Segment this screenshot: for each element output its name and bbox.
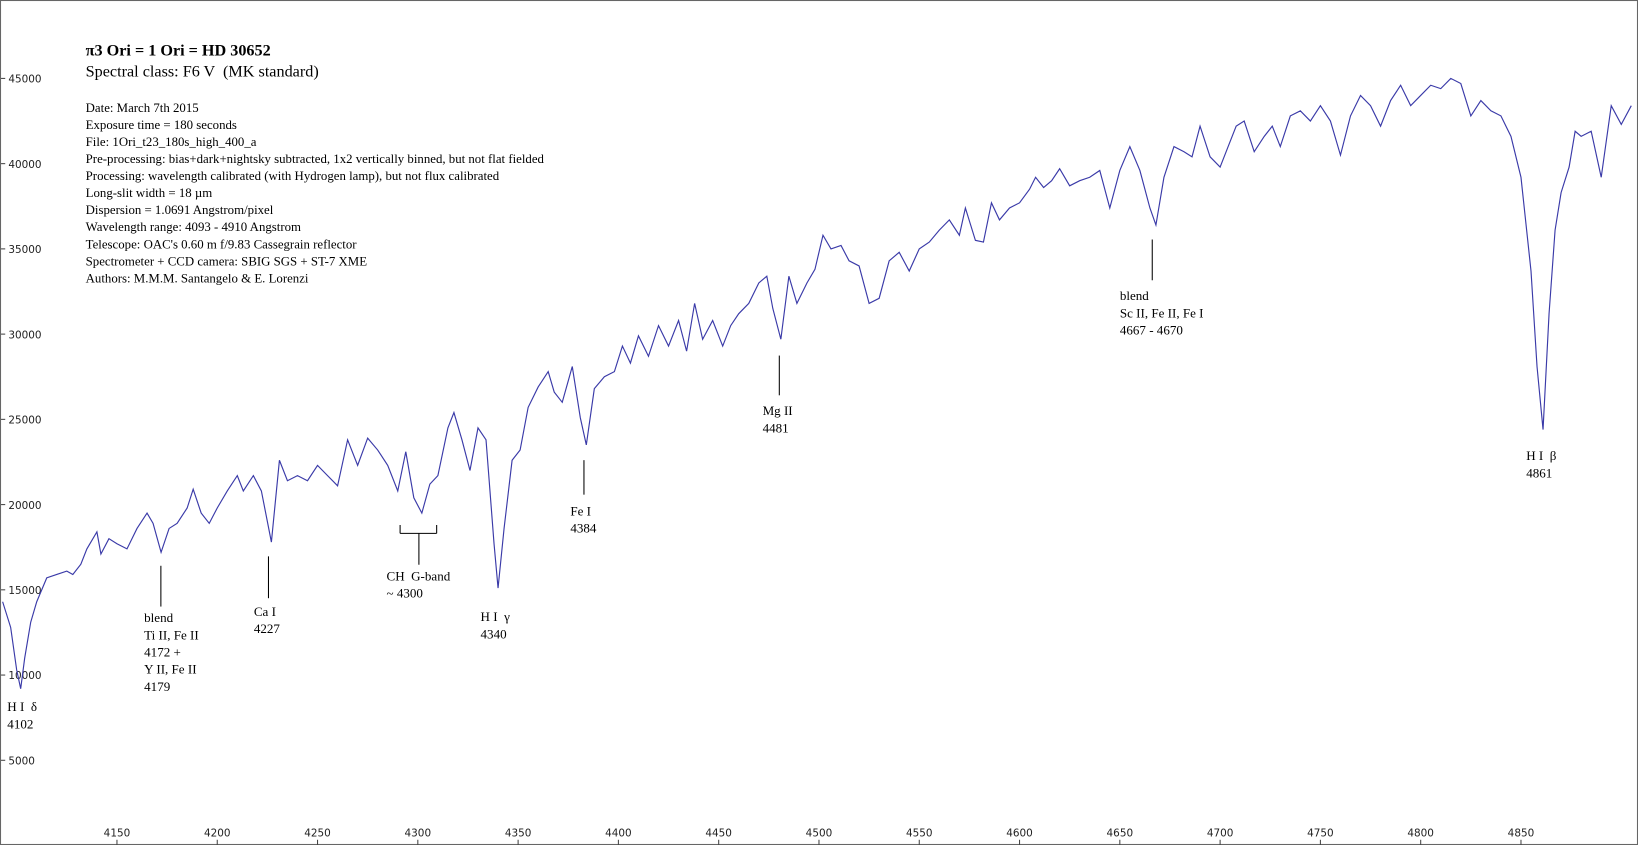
annotation: Ca I — [254, 604, 276, 619]
annotation: 4179 — [144, 679, 170, 694]
annotation: 4384 — [570, 521, 597, 536]
x-tick-label: 4750 — [1307, 828, 1334, 840]
x-tick-label: 4300 — [405, 828, 432, 840]
annotation: 4227 — [254, 621, 281, 636]
info-line: Exposure time = 180 seconds — [86, 118, 237, 132]
annotation: H I γ — [481, 609, 511, 624]
annotation: 4481 — [763, 420, 789, 435]
info-line: Spectrometer + CCD camera: SBIG SGS + ST… — [86, 254, 368, 268]
info-line: Long-slit width = 18 µm — [86, 186, 213, 200]
y-tick-label: 45000 — [8, 74, 41, 86]
annotation: blend — [144, 610, 173, 625]
y-tick-label: 15000 — [8, 585, 41, 597]
info-line: Dispersion = 1.0691 Angstrom/pixel — [86, 203, 274, 217]
info-line: Wavelength range: 4093 - 4910 Angstrom — [86, 220, 301, 234]
x-tick-label: 4250 — [304, 828, 331, 840]
x-tick-label: 4350 — [505, 828, 532, 840]
info-line: Authors: M.M.M. Santangelo & E. Lorenzi — [86, 271, 309, 285]
x-tick-label: 4450 — [705, 828, 732, 840]
info-line: Processing: wavelength calibrated (with … — [86, 169, 500, 183]
annotation: CH G-band — [387, 568, 451, 583]
x-tick-label: 4400 — [605, 828, 632, 840]
annotation: blend — [1120, 288, 1149, 303]
x-tick-label: 4800 — [1407, 828, 1434, 840]
info-line: Telescope: OAC's 0.60 m f/9.83 Cassegrai… — [86, 237, 358, 251]
info-line: Pre-processing: bias+dark+nightsky subtr… — [86, 152, 545, 166]
x-tick-label: 4150 — [104, 828, 131, 840]
x-tick-label: 4700 — [1207, 828, 1234, 840]
annotation: Fe I — [570, 504, 591, 519]
x-tick-label: 4650 — [1107, 828, 1134, 840]
annotation: 4340 — [481, 626, 508, 641]
annotation: 4667 - 4670 — [1120, 322, 1183, 337]
annotation: 4102 — [7, 716, 33, 731]
y-tick-label: 35000 — [8, 244, 41, 256]
annotation: H I β — [1526, 448, 1557, 463]
chart-subtitle: Spectral class: F6 V (MK standard) — [86, 62, 319, 80]
x-tick-label: 4500 — [806, 828, 833, 840]
annotation: ~ 4300 — [387, 586, 424, 601]
y-tick-label: 25000 — [8, 415, 41, 427]
y-tick-label: 5000 — [8, 755, 35, 767]
annotation: Ti II, Fe II — [144, 627, 199, 642]
annotation: 4172 + — [144, 645, 181, 660]
y-tick-label: 40000 — [8, 159, 41, 171]
annotation: 4861 — [1526, 465, 1552, 480]
x-tick-label: 4850 — [1508, 828, 1535, 840]
annotation: H I δ — [7, 699, 37, 714]
x-tick-label: 4550 — [906, 828, 933, 840]
info-line: Date: March 7th 2015 — [86, 101, 199, 115]
y-tick-label: 30000 — [8, 329, 41, 341]
spectrum-line — [2, 77, 1632, 689]
y-tick-label: 10000 — [8, 670, 41, 682]
info-line: File: 1Ori_t23_180s_high_400_a — [86, 135, 257, 149]
annotation: Mg II — [763, 403, 793, 418]
x-tick-label: 4200 — [204, 828, 231, 840]
y-tick-label: 20000 — [8, 500, 41, 512]
chart-title: π3 Ori = 1 Ori = HD 30652 — [86, 41, 271, 59]
x-tick-label: 4600 — [1006, 828, 1033, 840]
annotation: Sc II, Fe II, Fe I — [1120, 305, 1204, 320]
annotation: Y II, Fe II — [144, 662, 196, 677]
